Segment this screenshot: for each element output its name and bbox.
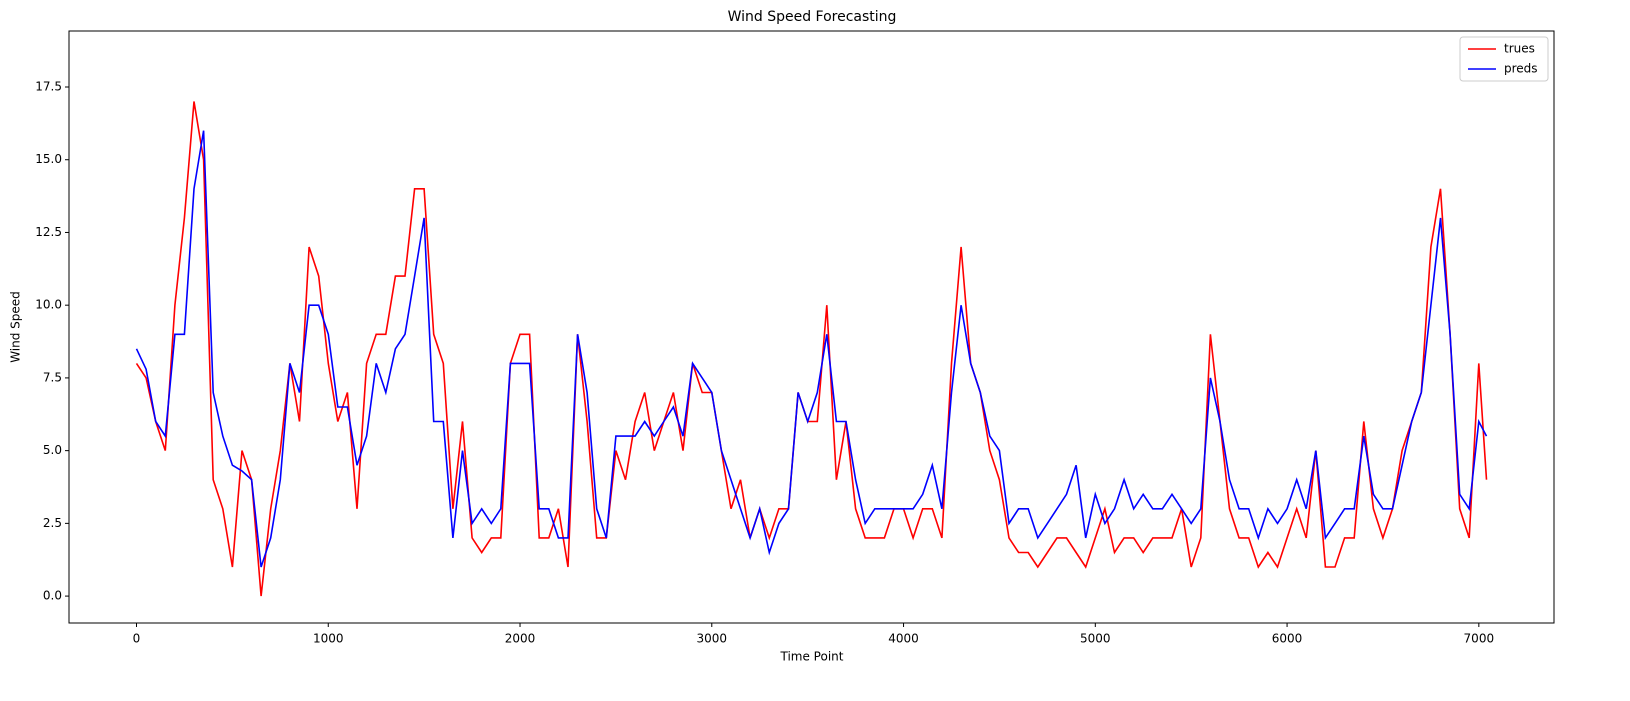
- x-tick-label: 6000: [1272, 632, 1303, 646]
- y-tick-label: 10.0: [35, 298, 62, 312]
- x-tick-label: 2000: [505, 632, 536, 646]
- y-tick-label: 7.5: [43, 370, 62, 384]
- plot-frame: [68, 30, 1555, 624]
- x-tick-label: 1000: [313, 632, 344, 646]
- x-tick-label: 4000: [888, 632, 919, 646]
- legend-label: trues: [1504, 42, 1535, 56]
- y-tick-label: 15.0: [35, 152, 62, 166]
- chart-title: Wind Speed Forecasting: [728, 9, 897, 25]
- legend-box: [1459, 36, 1549, 82]
- y-tick-label: 17.5: [35, 80, 62, 94]
- series-line: [135, 101, 1488, 597]
- legend-label: preds: [1504, 62, 1538, 76]
- x-axis-label: Time Point: [780, 650, 844, 664]
- x-tick-label: 7000: [1464, 632, 1495, 646]
- x-tick-label: 0: [133, 632, 141, 646]
- y-tick-label: 2.5: [43, 516, 62, 530]
- series-line: [135, 130, 1488, 568]
- y-tick-label: 12.5: [35, 225, 62, 239]
- x-tick-label: 3000: [697, 632, 728, 646]
- y-axis-label: Wind Speed: [9, 291, 23, 363]
- y-tick-label: 0.0: [43, 589, 62, 603]
- x-tick-label: 5000: [1080, 632, 1111, 646]
- y-tick-label: 5.0: [43, 443, 62, 457]
